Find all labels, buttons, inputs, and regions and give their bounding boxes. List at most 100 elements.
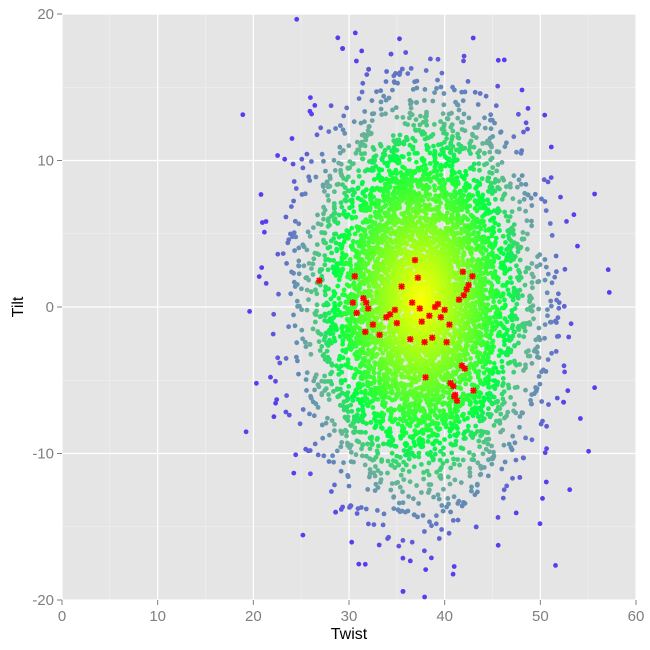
- data-point: [469, 258, 475, 264]
- data-point: [475, 150, 481, 156]
- data-point: [338, 428, 344, 434]
- data-point: [335, 220, 341, 226]
- data-point: [406, 223, 412, 229]
- data-point: [423, 68, 429, 73]
- data-point: [283, 356, 289, 361]
- data-point: [368, 386, 374, 392]
- data-point: [491, 314, 497, 320]
- data-point: [467, 166, 473, 171]
- data-point: [309, 266, 314, 271]
- data-point: [495, 314, 500, 320]
- data-point: [336, 212, 342, 218]
- data-point: [321, 216, 326, 222]
- data-point: [348, 338, 354, 344]
- data-point: [413, 117, 419, 122]
- data-point: [545, 313, 550, 319]
- data-point: [477, 472, 483, 478]
- data-point: [429, 523, 434, 529]
- data-point: [408, 388, 413, 394]
- data-point: [542, 257, 548, 262]
- data-point: [359, 89, 365, 95]
- data-point: [422, 114, 428, 120]
- data-point: [457, 169, 462, 175]
- data-point: [381, 324, 387, 330]
- data-point: [340, 338, 346, 343]
- data-point: [359, 429, 364, 435]
- data-point: [506, 291, 512, 297]
- data-point: [399, 508, 405, 514]
- data-point: [435, 77, 440, 83]
- data-point: [307, 411, 312, 417]
- data-point: [509, 325, 515, 331]
- data-point: [420, 158, 426, 164]
- data-point: [441, 102, 447, 108]
- data-point: [452, 477, 458, 483]
- data-point: [286, 237, 292, 243]
- data-point: [296, 258, 302, 264]
- data-point: [523, 362, 528, 368]
- data-point: [564, 219, 569, 224]
- data-point: [495, 369, 501, 375]
- data-point: [361, 272, 367, 278]
- data-point: [400, 589, 406, 594]
- data-point: [521, 368, 526, 373]
- data-point: [376, 284, 381, 289]
- data-point: [427, 487, 432, 493]
- data-point: [441, 408, 446, 413]
- data-point: [414, 483, 419, 488]
- data-point: [313, 312, 319, 318]
- data-point: [433, 402, 438, 408]
- data-point: [467, 363, 472, 369]
- data-point: [489, 340, 495, 346]
- data-point: [417, 436, 423, 441]
- data-point: [273, 378, 278, 384]
- data-point: [465, 194, 471, 200]
- data-point: [380, 522, 386, 528]
- data-point: [371, 194, 376, 200]
- data-point: [395, 480, 401, 485]
- data-point: [473, 185, 478, 191]
- data-point: [409, 355, 414, 360]
- data-point: [427, 192, 433, 198]
- data-point: [454, 147, 459, 153]
- data-point: [300, 165, 306, 171]
- data-point: [392, 195, 398, 201]
- data-point: [360, 442, 366, 447]
- data-point: [362, 151, 367, 156]
- data-point: [364, 72, 370, 77]
- data-point: [465, 258, 471, 263]
- data-point: [476, 438, 482, 444]
- data-point: [308, 395, 314, 401]
- data-point: [419, 462, 424, 467]
- data-point: [362, 234, 368, 240]
- data-point: [537, 381, 543, 387]
- data-point: [309, 111, 314, 117]
- data-point: [403, 440, 409, 446]
- data-point: [432, 187, 438, 193]
- data-point: [549, 280, 555, 286]
- data-point: [416, 450, 422, 456]
- data-point: [524, 349, 529, 355]
- data-point: [346, 143, 352, 149]
- data-point: [334, 327, 339, 333]
- data-point: [486, 457, 491, 463]
- data-point: [351, 209, 357, 215]
- data-point: [513, 510, 519, 516]
- data-point: [352, 190, 357, 196]
- data-point: [385, 470, 390, 476]
- data-point: [414, 159, 419, 165]
- data-point: [543, 479, 549, 485]
- data-point: [356, 251, 362, 257]
- data-point: [338, 378, 344, 383]
- data-point: [380, 350, 385, 356]
- data-point: [373, 464, 378, 469]
- data-point: [295, 358, 300, 364]
- data-point: [383, 97, 389, 103]
- data-point: [347, 165, 353, 171]
- data-point: [450, 518, 456, 523]
- data-point: [461, 111, 467, 117]
- data-point: [383, 111, 388, 117]
- data-point: [483, 332, 488, 338]
- data-point: [345, 473, 351, 478]
- data-point: [459, 89, 465, 95]
